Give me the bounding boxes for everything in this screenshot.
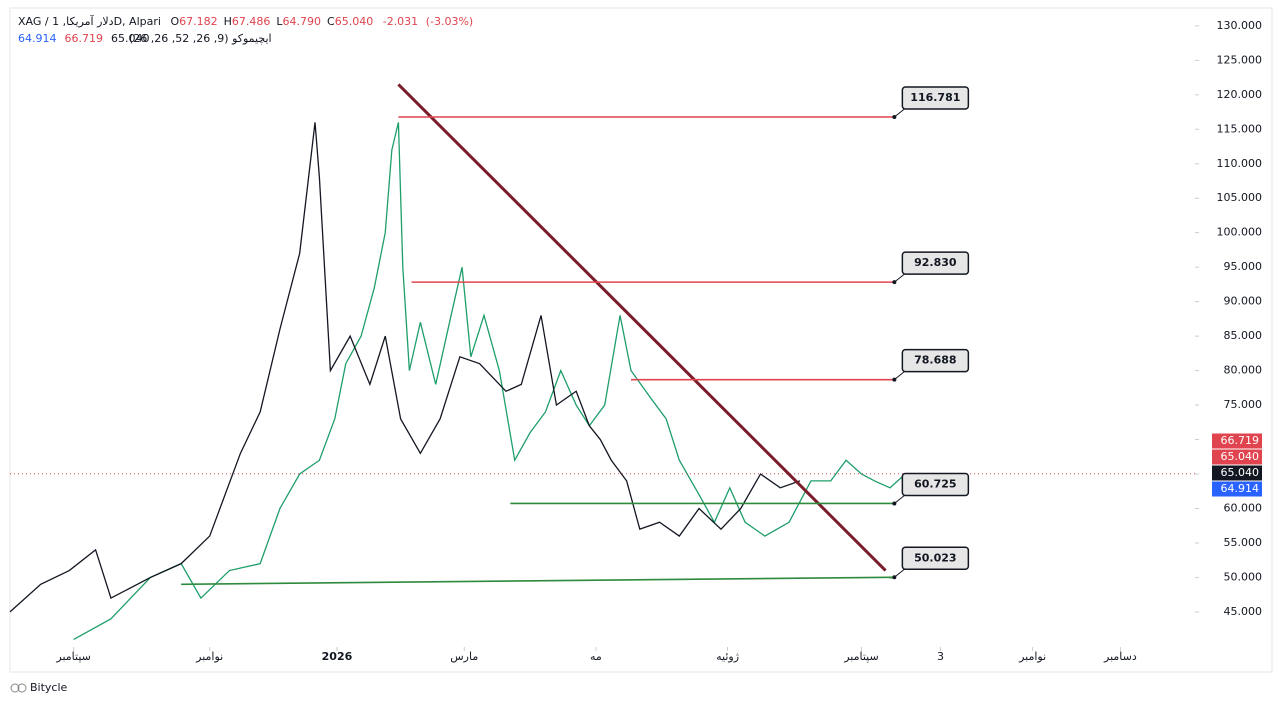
logo [10,683,20,693]
y-tick-label: 55.000 [1224,536,1263,549]
y-tick-label: 85.000 [1224,329,1263,342]
level-label-box [901,546,970,571]
ohlc-value: 67.182 [179,15,218,28]
x-tick-label: مارس [450,650,478,663]
y-tick-label: 45.000 [1224,605,1263,618]
level-label: 78.688 [914,354,956,367]
ohlc-name: C [327,15,335,28]
label-connector [894,273,905,283]
ohlc: O67.182 H67.486 L64.790 C65.040 [170,15,373,28]
label-connector [894,108,905,118]
x-tick-label: نوامبر [195,650,223,663]
change: -2.031 [383,15,418,28]
label-connector [894,371,905,381]
level-label-box [901,472,970,497]
y-tick-label: 80.000 [1224,364,1263,377]
y-tick-label: 90.000 [1224,295,1263,308]
level-line [181,576,895,586]
y-tick-label: 75.000 [1224,398,1263,411]
label-connector [894,568,905,578]
level-label-box [901,348,970,373]
y-tick-label: 60.000 [1224,501,1263,514]
x-tick-label: ژوئیه [716,650,739,663]
x-tick-label: 3 [937,650,944,663]
level-label-box [901,251,970,275]
y-tick-label: 120.000 [1217,88,1263,101]
price-tag [1212,465,1262,481]
x-tick-label: نوامبر [1018,650,1046,663]
symbol: XAG / دلار آمریکا, 1D, Alpari [18,14,161,28]
y-tick-label: 125.000 [1217,53,1263,66]
header: XAG / دلار آمریکا, 1D, Alpari O67.182 H67… [18,14,473,28]
price-line [9,122,801,613]
watermark: Bitycle [30,681,68,694]
level-label: 116.781 [910,91,960,104]
frame [9,7,1273,673]
indicator-value: 64.914 [18,32,57,45]
indicator-value: 66.719 [65,32,104,45]
ohlc-value: 64.790 [283,15,322,28]
level-label-box [901,86,970,110]
x-tick-label: سپتامبر [55,650,91,663]
y-tick-label: 105.000 [1217,191,1263,204]
y-tick-label: 100.000 [1217,226,1263,239]
y-tick-label: 95.000 [1224,260,1263,273]
indicator-value: 65.040 [111,32,150,45]
price-tag-label: 65.040 [1221,450,1260,463]
price-tag [1212,481,1262,497]
price-line [73,122,906,641]
ohlc-name: O [170,15,179,28]
logo [17,683,27,693]
indicator-row: ایچیموکو (9, 26, 52, 26, 26) 64.914 66.71… [18,32,272,45]
ohlc-name: H [224,15,232,28]
label-connector [894,495,905,504]
indicator: ایچیموکو (9, 26, 52, 26, 26) [129,32,272,45]
price-tag [1212,433,1262,449]
ohlc-value: 67.486 [232,15,271,28]
x-tick-label: دسامبر [1103,650,1137,663]
x-tick-label: 2026 [322,650,353,663]
y-tick-label: 50.000 [1224,570,1263,583]
change-percent: (-3.03%) [426,15,474,28]
ohlc-name: L [276,15,283,28]
price-tag-label: 65.040 [1221,466,1260,479]
y-tick-label: 115.000 [1217,122,1263,135]
price-tag-label: 64.914 [1221,482,1260,495]
trend-line [397,83,887,572]
ohlc-value: 65.040 [335,15,374,28]
price-tag [1212,449,1262,465]
price-tag-label: 66.719 [1221,434,1260,447]
level-label: 92.830 [914,256,957,269]
x-tick-label: مه [590,650,602,663]
level-label: 50.023 [914,551,956,564]
y-tick-label: 110.000 [1217,157,1263,170]
level-label: 60.725 [914,477,956,490]
y-tick-label: 130.000 [1217,19,1263,32]
x-tick-label: سپتامبر [843,650,879,663]
